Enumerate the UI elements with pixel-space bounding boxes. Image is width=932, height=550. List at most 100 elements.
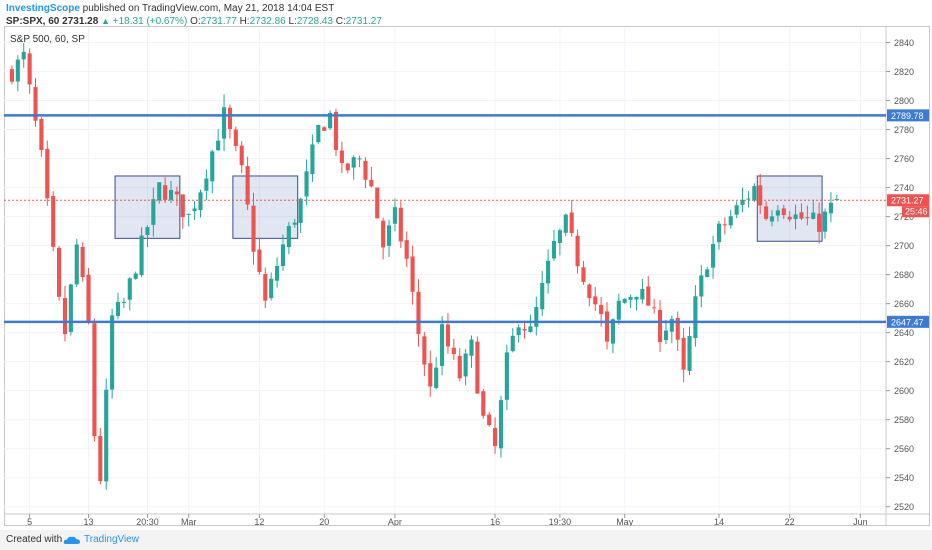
y-tick-label: 2600 <box>894 386 914 396</box>
tradingview-link[interactable]: TradingView <box>84 534 140 545</box>
candle-body <box>80 246 85 278</box>
candle-body <box>369 179 374 187</box>
x-tick-label: 14 <box>714 517 724 526</box>
candle-body <box>634 296 639 300</box>
y-tick-label: 2800 <box>894 96 914 106</box>
candle-body <box>257 249 262 272</box>
candle-body <box>563 214 568 233</box>
candle-body <box>551 240 557 259</box>
candle-body <box>764 206 769 219</box>
candle-body <box>516 327 521 336</box>
candle-body <box>304 171 309 197</box>
candle-body <box>828 202 833 214</box>
y-tick-label: 2740 <box>894 183 914 193</box>
candle-body <box>221 107 227 139</box>
change-value: +18.31 (+0.67%) <box>112 16 188 27</box>
candle-body <box>392 207 397 224</box>
candle-body <box>569 212 574 234</box>
high-value: 2732.86 <box>249 16 286 27</box>
candle-body <box>481 391 486 416</box>
candle-body <box>646 286 651 306</box>
y-tick-label: 2780 <box>894 125 914 135</box>
candle-body <box>822 211 828 232</box>
low-label: L: <box>288 16 297 27</box>
candle-body <box>716 223 722 243</box>
candle-body <box>245 166 250 205</box>
candle-body <box>581 267 586 282</box>
candle-body <box>705 269 710 278</box>
x-tick-label: 22 <box>785 517 795 526</box>
candle-body <box>787 216 792 220</box>
x-tick-label: Mar <box>181 517 197 526</box>
y-tick-label: 2540 <box>894 473 914 483</box>
candle-body <box>375 187 380 219</box>
candle-body <box>239 145 244 166</box>
candle-body <box>280 244 286 266</box>
candle-body <box>263 274 268 301</box>
candle-body <box>98 435 103 482</box>
candle-body <box>104 389 109 482</box>
candle-body <box>57 247 62 297</box>
candle-body <box>510 335 515 352</box>
y-tick-label: 2760 <box>894 154 914 164</box>
candle-body <box>145 227 150 235</box>
open-value: 2731.77 <box>200 16 237 27</box>
candle-body <box>593 296 598 305</box>
candle-body <box>198 192 203 211</box>
chart-legend: S&P 500, 60, SP <box>10 34 85 45</box>
candle-body <box>587 284 592 299</box>
open-label: O: <box>190 16 201 27</box>
y-tick-label: 2680 <box>894 270 914 280</box>
candle-body <box>92 323 97 437</box>
candle-body <box>599 304 604 315</box>
countdown-tag <box>902 206 929 218</box>
candle-body <box>127 278 132 300</box>
candle-body <box>493 427 498 447</box>
candle-body <box>51 195 56 247</box>
candle-body <box>575 235 580 267</box>
candle-body <box>693 296 698 338</box>
x-tick-label: 16 <box>490 517 500 526</box>
candle-body <box>534 307 539 327</box>
candle-body <box>115 301 121 317</box>
candle-body <box>21 51 26 60</box>
price-level-label: 2647.47 <box>891 317 924 327</box>
candle-body <box>333 111 339 151</box>
x-tick-label: Jun <box>853 517 868 526</box>
high-label: H: <box>239 16 250 27</box>
candle-body <box>286 226 291 248</box>
ohlc-line: SP:SPX, 60 2731.28 ▲ +18.31 (+0.67%) O:2… <box>6 15 382 28</box>
author-link[interactable]: InvestingScope <box>6 3 80 14</box>
candle-body <box>540 282 545 310</box>
candle-body <box>604 311 610 342</box>
candle-body <box>522 328 527 331</box>
candle-body <box>557 230 562 244</box>
candle-body <box>469 339 474 356</box>
x-tick-label: 19:30 <box>549 517 572 526</box>
candle-body <box>640 288 645 300</box>
candle-body <box>722 224 727 226</box>
y-tick-label: 2580 <box>894 415 914 425</box>
candle-body <box>251 205 256 252</box>
footer-bar: Created with TradingView <box>0 530 932 550</box>
candle-body <box>15 59 20 82</box>
current-price-label: 2731.27 <box>891 196 924 206</box>
candle-body <box>86 274 91 323</box>
candlestick-chart[interactable]: 2520 2540 2560 2580 2600 2620 2640 2660 2680 2700… <box>4 26 930 526</box>
candle-body <box>752 186 757 201</box>
candle-body <box>163 185 168 200</box>
candle-body <box>133 273 138 279</box>
candle-body <box>9 69 15 82</box>
candle-body <box>62 297 68 335</box>
tradingview-cloud-icon <box>63 536 80 544</box>
candle-body <box>151 199 156 225</box>
candle-body <box>204 178 209 191</box>
candle-body <box>711 244 716 268</box>
candle-body <box>45 148 50 199</box>
candle-body <box>434 367 439 388</box>
candle-body <box>652 307 657 309</box>
candle-body <box>121 301 126 303</box>
candle-body <box>110 315 115 390</box>
x-tick-label: 13 <box>84 517 94 526</box>
candle-body <box>734 205 739 215</box>
